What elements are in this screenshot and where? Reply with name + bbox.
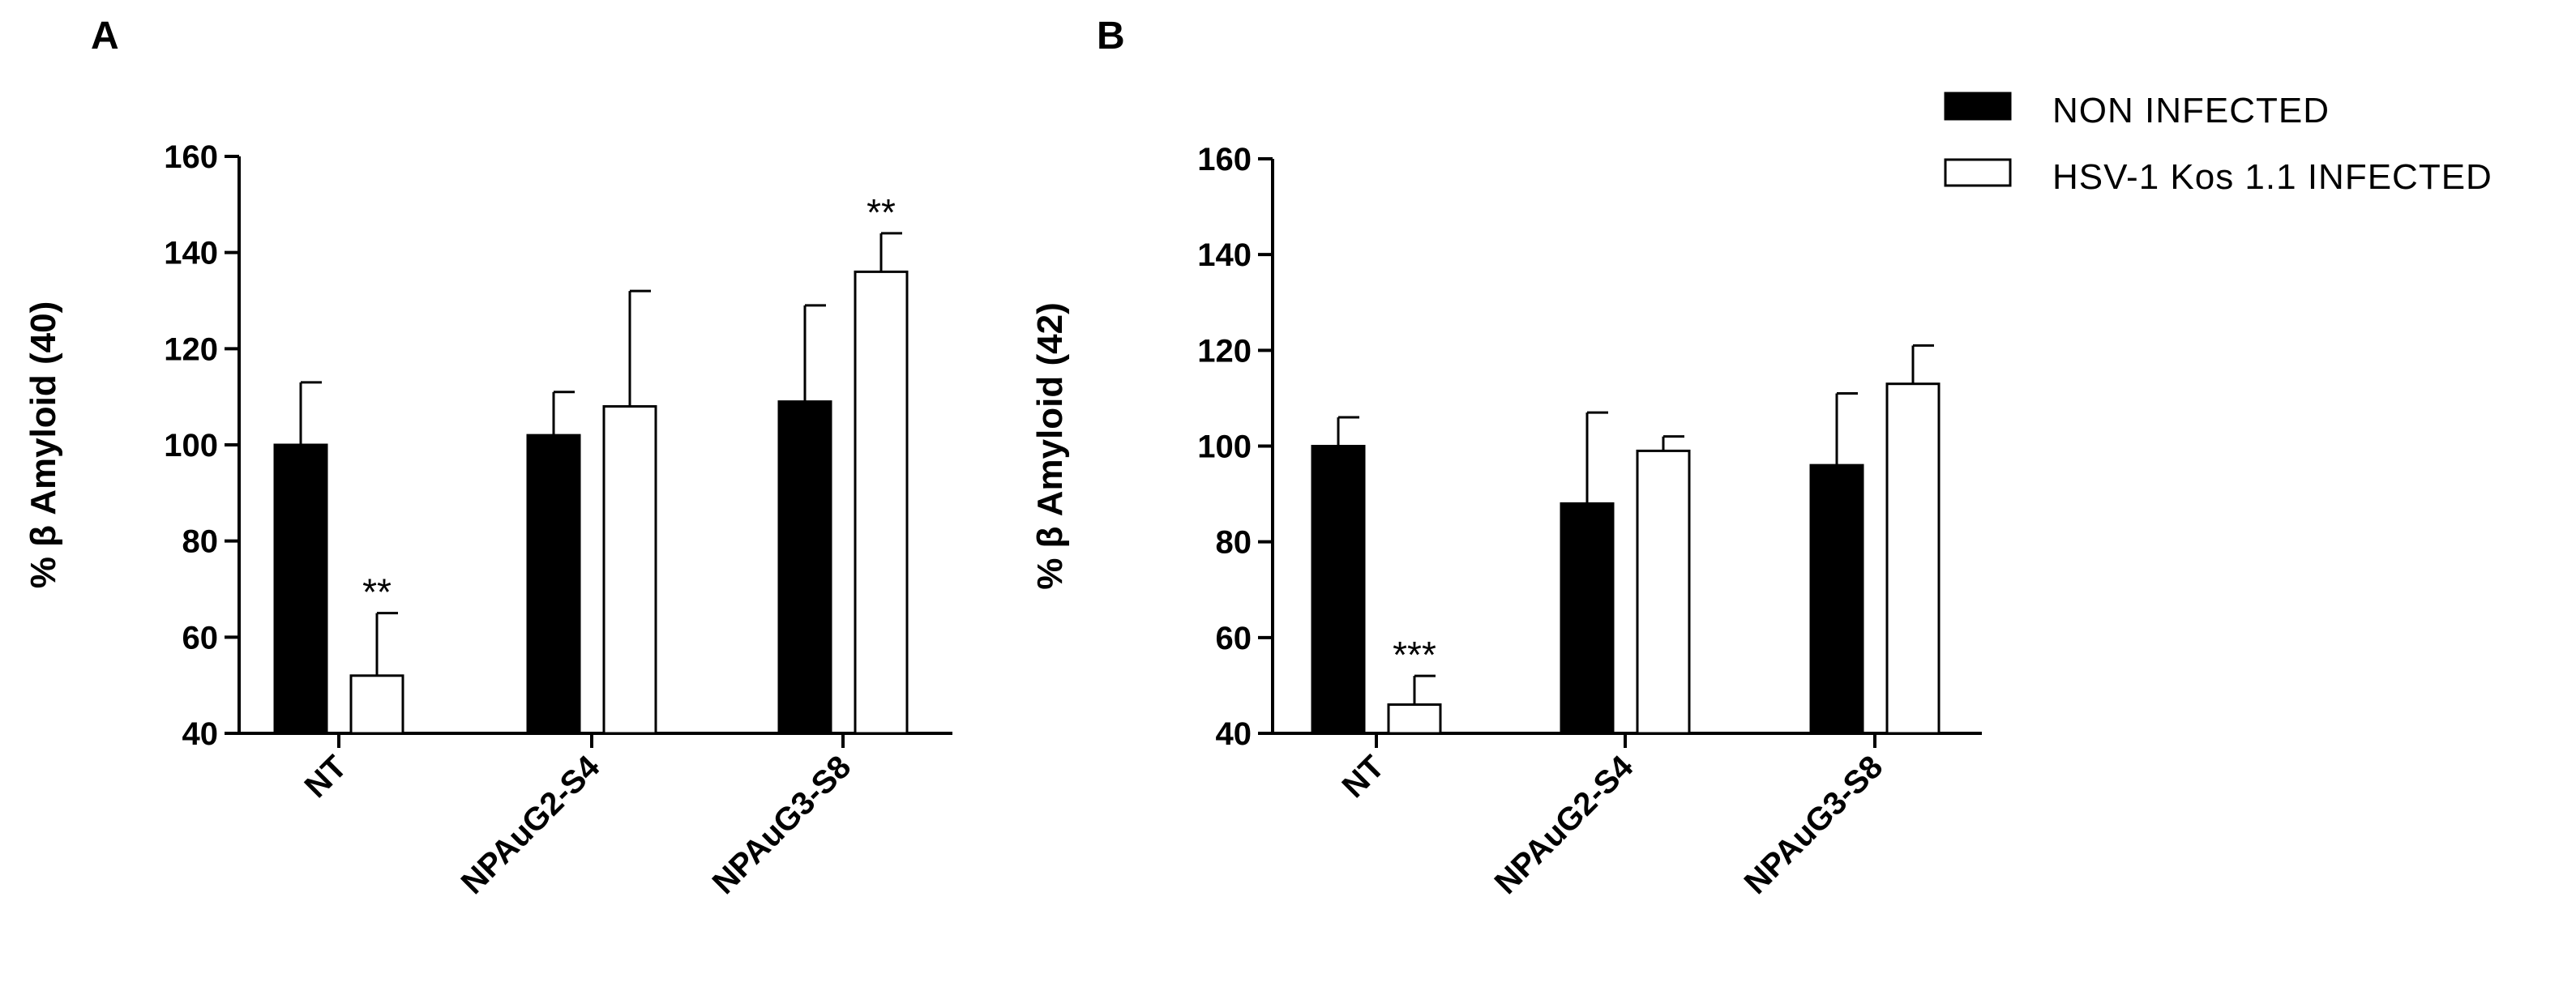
y-tick-label: 160: [1197, 142, 1252, 177]
y-tick-label: 120: [164, 331, 218, 367]
bar-non-infected: [1311, 445, 1366, 735]
y-tick-label: 40: [1216, 716, 1252, 752]
y-tick-label: 60: [182, 620, 219, 656]
legend-swatch-non-infected: [1944, 92, 2012, 121]
x-category-label: NPAuG3-S8: [706, 749, 858, 901]
legend-label-infected: HSV-1 Kos 1.1 INFECTED: [2052, 157, 2493, 197]
chart-panel-a: 40 60 80 100 120 140 160 % β Amyloid (40) NT ** NP…: [24, 139, 952, 901]
y-tick-label: 100: [164, 428, 218, 463]
y-axis-label: % β Amyloid (42): [1030, 302, 1070, 589]
x-category-label: NPAuG2-S4: [1488, 749, 1641, 901]
bar-non-infected: [777, 400, 832, 735]
x-category-label: NPAuG2-S4: [455, 749, 607, 901]
y-tick-label: 80: [182, 524, 219, 560]
y-tick-label: 140: [164, 236, 218, 271]
significance-marker: ***: [1393, 634, 1436, 676]
bar-infected: [1636, 449, 1691, 735]
bar-infected: [854, 270, 909, 735]
significance-marker: **: [362, 571, 392, 613]
bar-infected: [1387, 703, 1442, 735]
legend-label-non-infected: NON INFECTED: [2052, 91, 2330, 130]
chart-panel-b: 40 60 80 100 120 140 160 % β Amyloid (42) NT *** N…: [1030, 142, 1982, 901]
significance-marker: **: [867, 191, 896, 233]
legend: NON INFECTED HSV-1 Kos 1.1 INFECTED: [1944, 91, 2493, 197]
y-tick-label: 120: [1197, 333, 1252, 369]
bar-non-infected: [1809, 463, 1864, 735]
legend-swatch-infected: [1944, 158, 2012, 187]
bar-non-infected: [526, 434, 581, 735]
y-tick-label: 140: [1197, 237, 1252, 273]
y-tick-label: 160: [164, 139, 218, 175]
bar-infected: [349, 674, 404, 735]
bar-infected: [602, 405, 657, 735]
panel-label-a: A: [91, 15, 119, 58]
y-tick-label: 100: [1197, 429, 1252, 465]
y-axis-label: % β Amyloid (40): [24, 301, 63, 588]
x-category-label: NPAuG3-S8: [1738, 749, 1890, 901]
panel-label-b: B: [1097, 15, 1125, 58]
bar-non-infected: [273, 443, 328, 735]
x-category-label: NT: [298, 749, 354, 805]
x-category-label: NT: [1336, 749, 1392, 805]
bar-non-infected: [1560, 502, 1615, 735]
y-tick-label: 80: [1216, 525, 1252, 561]
y-tick-label: 40: [182, 716, 219, 752]
y-tick-label: 60: [1216, 621, 1252, 656]
bar-infected: [1885, 382, 1941, 735]
